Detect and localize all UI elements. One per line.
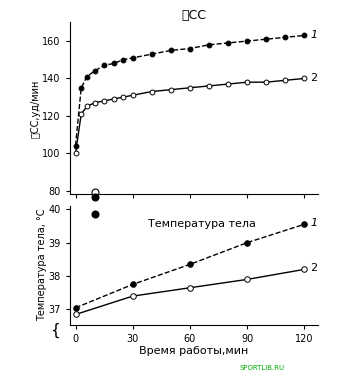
- X-axis label: Время работы,мин: Время работы,мин: [139, 346, 248, 356]
- Text: {: {: [50, 323, 60, 338]
- Text: 1: 1: [310, 218, 317, 228]
- Text: 1: 1: [310, 29, 317, 40]
- Title: 䉼СС: 䉼СС: [181, 9, 206, 22]
- Text: 2: 2: [310, 263, 317, 273]
- Text: SPORTLIB.RU: SPORTLIB.RU: [239, 365, 284, 371]
- Y-axis label: Температура тела, °C: Температура тела, °C: [37, 209, 47, 322]
- Text: 2: 2: [310, 72, 317, 82]
- Text: Температура тела: Температура тела: [148, 219, 256, 229]
- Y-axis label: 䉼СС,уд/мин: 䉼СС,уд/мин: [31, 79, 41, 138]
